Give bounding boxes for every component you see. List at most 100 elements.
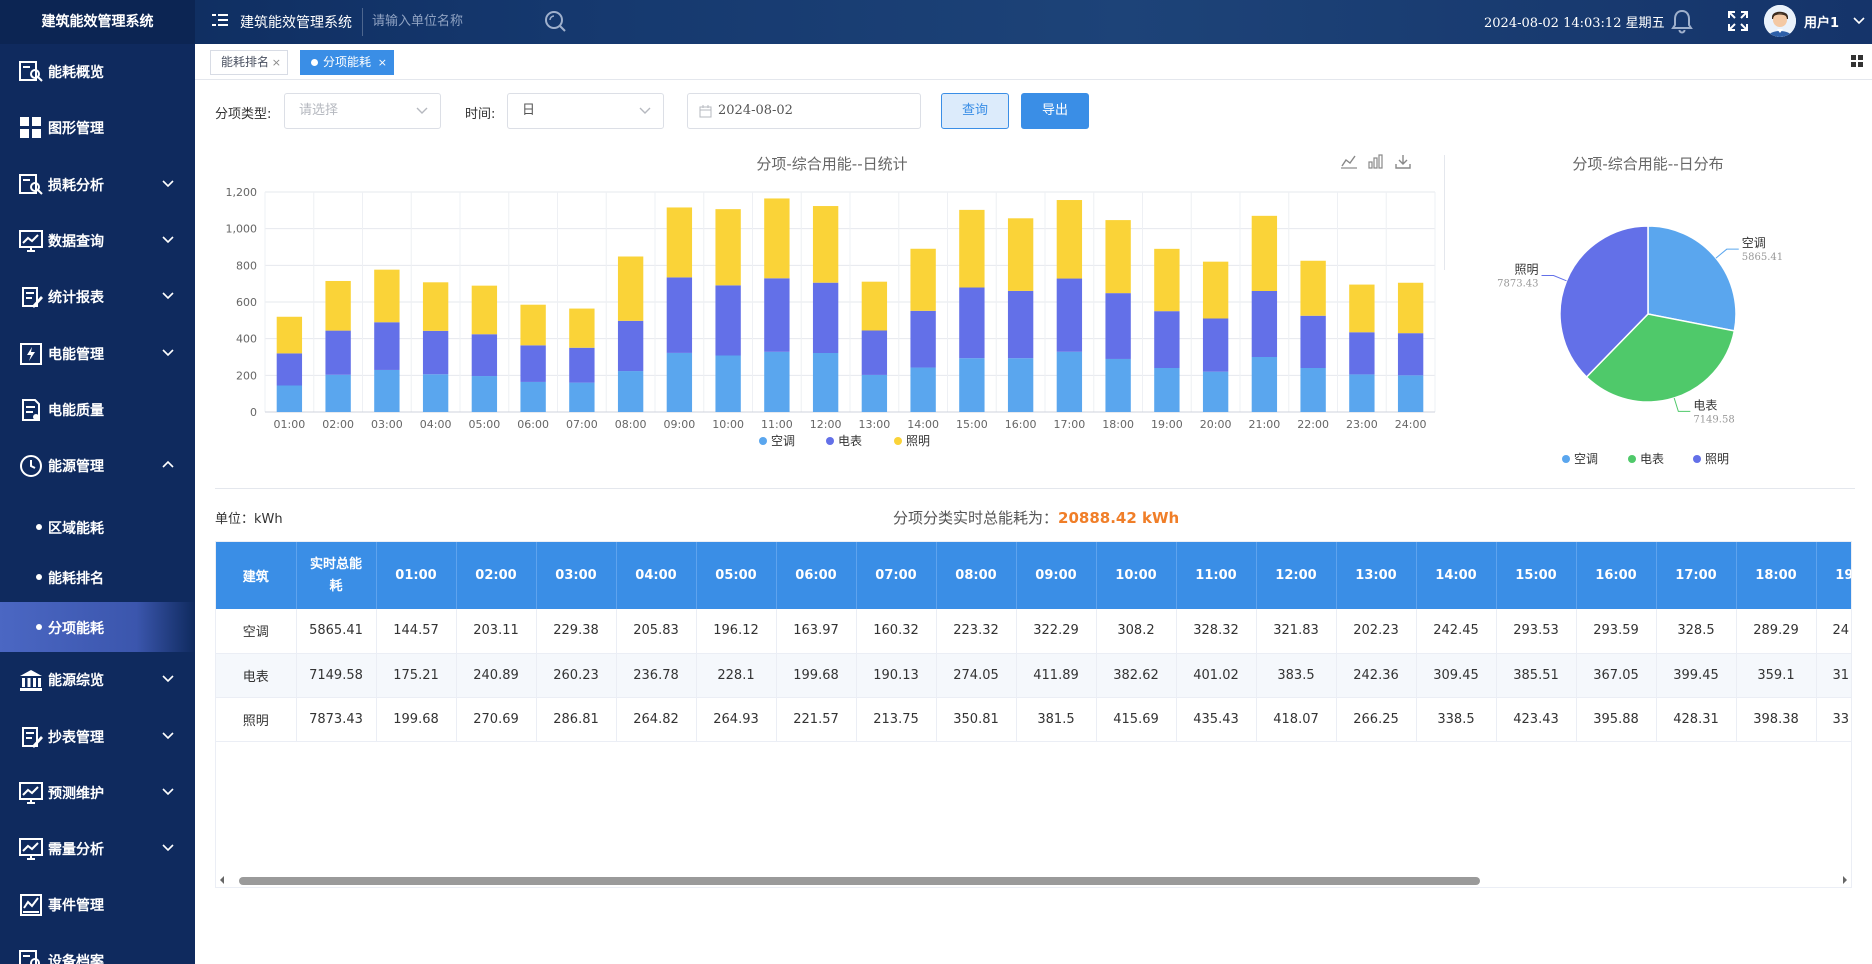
label-leader-line	[1715, 248, 1739, 259]
table-cell: 350.81	[936, 697, 1017, 742]
scrollbar-thumb[interactable]	[239, 877, 1480, 885]
horizontal-scrollbar[interactable]	[215, 872, 1852, 888]
download-icon[interactable]	[1395, 155, 1411, 169]
sidebar-item[interactable]: 能源综览	[0, 652, 195, 708]
bar-segment	[422, 374, 449, 412]
sidebar-item[interactable]: 数据查询	[0, 213, 195, 269]
chevron-down-icon[interactable]	[1853, 16, 1865, 26]
table-row[interactable]: 空调 5865.41 144.57 203.11 229.38 205.83 196.12 1…	[216, 609, 1851, 654]
sidebar-item-label: 预测维护	[48, 785, 104, 802]
bar-switch-icon[interactable]	[1368, 154, 1383, 169]
slice-value: 7873.43	[1497, 279, 1538, 290]
close-icon[interactable]: ×	[377, 56, 387, 69]
bar-segment	[1300, 315, 1326, 368]
sidebar-item[interactable]: 图形管理	[0, 100, 195, 156]
x-tick-label: 14:00	[907, 418, 939, 431]
bar-segment	[861, 330, 888, 375]
bar-segment	[812, 352, 839, 412]
sidebar-item[interactable]: 损耗分析	[0, 157, 195, 213]
column-header: 08:00	[936, 542, 1017, 609]
bell-icon[interactable]	[1670, 8, 1694, 34]
y-tick-label: 200	[236, 369, 257, 382]
sidebar-item-label: 图形管理	[48, 121, 104, 138]
user-name[interactable]: 用户1	[1804, 16, 1840, 31]
bar-segment	[715, 355, 741, 412]
sidebar-subitem[interactable]: 区域能耗	[0, 502, 195, 552]
column-header: 09:00	[1016, 542, 1097, 609]
table-cell: 264.93	[696, 697, 777, 742]
sidebar-item[interactable]: 能耗概览	[0, 44, 195, 100]
time-label: 时间:	[465, 107, 496, 122]
table-row[interactable]: 照明 7873.43 199.68 270.69 286.81 264.82 264.93 2…	[216, 697, 1851, 742]
line-switch-icon[interactable]	[1341, 155, 1357, 169]
table-cell: 5865.41	[296, 609, 377, 654]
legend-label: 电表	[838, 434, 862, 448]
unit-search-input[interactable]	[372, 8, 532, 34]
sidebar-item[interactable]: 电能管理	[0, 326, 195, 382]
bar-segment	[1251, 215, 1278, 291]
table-cell: 236.78	[616, 653, 697, 698]
bar-segment	[422, 330, 449, 375]
table-cell: 205.83	[616, 609, 697, 654]
chevron-down-icon	[162, 788, 174, 795]
legend-marker	[1628, 455, 1636, 463]
sidebar-item[interactable]: 事件管理	[0, 877, 195, 933]
avatar[interactable]	[1764, 5, 1796, 37]
legend-label: 空调	[1574, 452, 1598, 466]
bar-segment	[569, 382, 595, 412]
query-button[interactable]: 查询	[941, 93, 1009, 129]
bar-segment	[764, 351, 790, 412]
y-tick-label: 0	[250, 406, 257, 419]
sidebar-item[interactable]: 电能质量	[0, 382, 195, 438]
table-row[interactable]: 电表 7149.58 175.21 240.89 260.23 236.78 228.1 19…	[216, 653, 1851, 698]
sidebar-item[interactable]: 统计报表	[0, 269, 195, 325]
scroll-right-icon[interactable]	[1841, 875, 1849, 885]
fullscreen-icon[interactable]	[1726, 9, 1750, 33]
x-tick-label: 03:00	[371, 418, 403, 431]
column-header: 10:00	[1096, 542, 1177, 609]
table-cell: 328.32	[1176, 609, 1257, 654]
sidebar-item[interactable]: 抄表管理	[0, 709, 195, 765]
bar-segment	[1007, 218, 1034, 291]
table-cell: 144.57	[376, 609, 457, 654]
table-cell: 381.5	[1016, 697, 1097, 742]
close-icon[interactable]: ×	[271, 56, 281, 69]
y-tick-label: 400	[236, 333, 257, 346]
user-avatar-icon	[1764, 5, 1796, 37]
sidebar-subitem[interactable]: 能耗排名	[0, 552, 195, 602]
slice-value: 5865.41	[1742, 252, 1783, 263]
search-icon[interactable]	[543, 9, 567, 33]
table-cell: 401.02	[1176, 653, 1257, 698]
column-header: 建筑	[216, 542, 297, 609]
energy-overview-icon	[19, 61, 43, 82]
sidebar-item[interactable]: 需量分析	[0, 821, 195, 877]
column-header: 13:00	[1336, 542, 1417, 609]
bar-segment	[1105, 358, 1131, 412]
table-cell: 199.68	[776, 653, 857, 698]
tab-itemized-energy[interactable]: 分项能耗 ×	[300, 50, 394, 75]
sidebar-item[interactable]: 设备档案	[0, 933, 195, 964]
sidebar-subitem[interactable]: 分项能耗	[0, 602, 195, 653]
bar-segment	[1397, 282, 1424, 334]
pie-slice[interactable]	[1647, 225, 1737, 332]
pie-slice[interactable]	[1559, 225, 1649, 379]
sidebar-item[interactable]: 预测维护	[0, 765, 195, 821]
sidebar-item[interactable]: 能源管理	[0, 438, 195, 494]
bar-segment	[1007, 290, 1034, 359]
date-picker[interactable]: 2024-08-02	[687, 93, 921, 129]
table-cell: 160.32	[856, 609, 937, 654]
scroll-left-icon[interactable]	[218, 875, 226, 885]
column-header: 17:00	[1656, 542, 1737, 609]
event-icon	[20, 894, 42, 917]
header-title: 建筑能效管理系统	[240, 15, 352, 31]
export-button[interactable]: 导出	[1021, 93, 1089, 129]
menu-toggle-icon[interactable]	[210, 10, 230, 30]
type-select[interactable]: 请选择	[284, 93, 441, 129]
time-select[interactable]: 日	[507, 93, 664, 129]
pie-slice[interactable]	[1585, 313, 1736, 403]
tab-energy-ranking[interactable]: 能耗排名 ×	[210, 50, 288, 75]
date-value: 2024-08-02	[718, 103, 793, 118]
table-cell: 289.29	[1736, 609, 1817, 654]
x-tick-label: 02:00	[322, 418, 354, 431]
grid-menu-icon[interactable]	[1850, 54, 1864, 68]
